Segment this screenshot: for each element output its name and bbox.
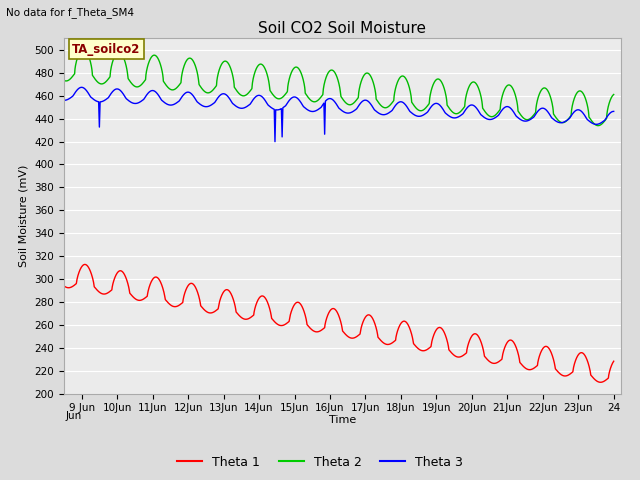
Text: Jun: Jun bbox=[66, 411, 82, 421]
Text: TA_soilco2: TA_soilco2 bbox=[72, 43, 141, 56]
X-axis label: Time: Time bbox=[329, 415, 356, 425]
Y-axis label: Soil Moisture (mV): Soil Moisture (mV) bbox=[19, 165, 29, 267]
Legend: Theta 1, Theta 2, Theta 3: Theta 1, Theta 2, Theta 3 bbox=[172, 451, 468, 474]
Title: Soil CO2 Soil Moisture: Soil CO2 Soil Moisture bbox=[259, 21, 426, 36]
Text: No data for f_Theta_SM4: No data for f_Theta_SM4 bbox=[6, 7, 134, 18]
